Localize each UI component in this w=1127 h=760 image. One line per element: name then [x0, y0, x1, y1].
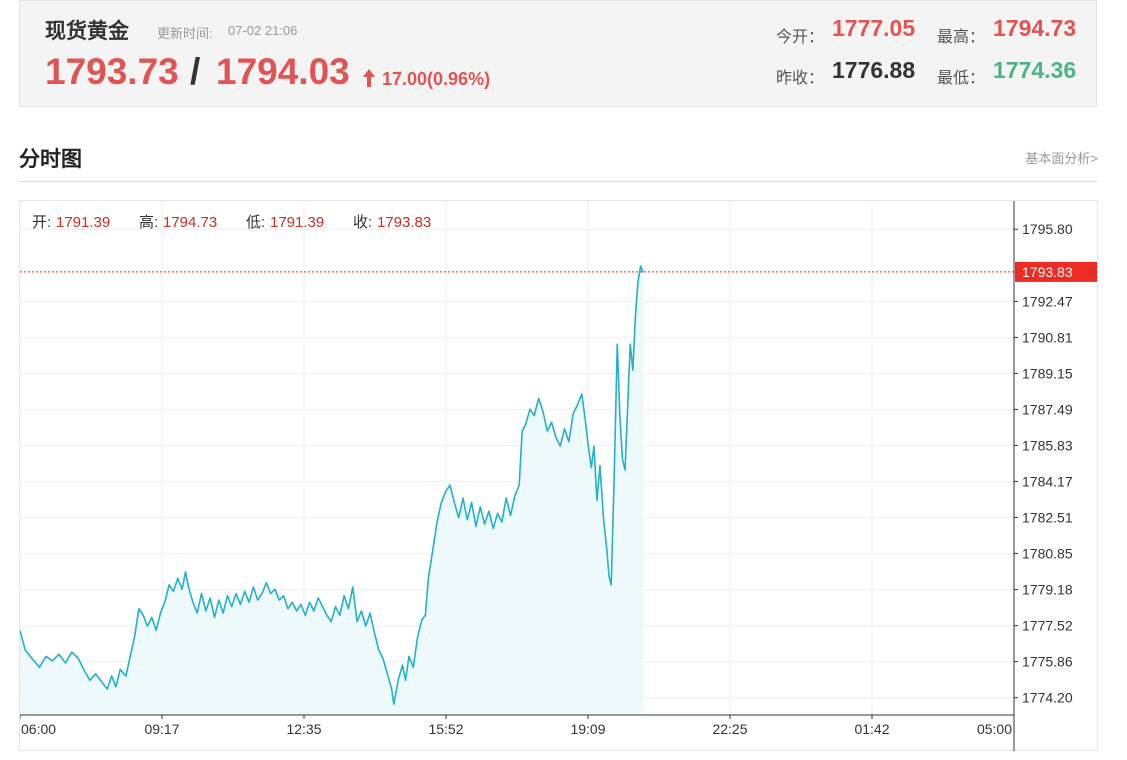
x-tick-label: 12:35 — [286, 721, 321, 737]
ohlc-value: 1791.39 — [56, 214, 110, 231]
y-tick-label: 1787.49 — [1022, 401, 1073, 417]
instrument-name: 现货黄金 — [45, 20, 129, 43]
chart-svg: 1795.80 1792.47 1790.81 1789.15 1787.49 1785.… — [20, 201, 1097, 751]
update-time: 07-02 21:06 — [228, 23, 298, 38]
section-title: 分时图 — [19, 148, 82, 171]
y-tick-label: 1795.80 — [1022, 221, 1073, 237]
y-tick-label: 1774.20 — [1022, 690, 1073, 706]
current-price-badge — [1015, 261, 1097, 282]
x-tick-label: 19:09 — [570, 721, 605, 737]
section-divider — [19, 181, 1097, 182]
bid-price: 1793.73 — [45, 51, 179, 92]
current-price-label: 1793.83 — [1022, 264, 1073, 280]
price-line — [20, 265, 644, 705]
x-tick-label: 06:00 — [21, 721, 56, 737]
y-tick-label: 1785.83 — [1022, 437, 1073, 453]
ohlc-value: 1791.39 — [270, 214, 324, 231]
x-tick-label: 22:25 — [712, 721, 747, 737]
ohlc-value: 1793.83 — [377, 214, 431, 231]
open-value: 1777.05 — [832, 15, 916, 41]
prev-close-value: 1776.88 — [832, 57, 916, 83]
x-tick-label: 05:00 — [977, 721, 1012, 737]
x-tick-label: 09:17 — [144, 721, 179, 737]
low-label: 最低： — [937, 70, 986, 87]
ohlc-label: 开: — [32, 214, 51, 231]
ohlc-label: 低: — [246, 214, 265, 231]
update-time-label: 更新时间: — [157, 26, 213, 41]
x-tick-label: 01:42 — [854, 721, 889, 737]
y-tick-label: 1777.52 — [1022, 618, 1073, 634]
price-separator: / — [190, 51, 201, 92]
high-value: 1794.73 — [993, 15, 1077, 41]
ohlc-label: 高: — [139, 214, 158, 231]
y-tick-label: 1790.81 — [1022, 329, 1073, 345]
quote-panel: 现货黄金 更新时间: 07-02 21:06 1793.73 / 1794.03… — [19, 0, 1097, 107]
y-tick-label: 1784.17 — [1022, 473, 1073, 489]
y-tick-label: 1789.15 — [1022, 365, 1073, 381]
fundamental-analysis-link[interactable]: 基本面分析> — [1025, 151, 1098, 166]
ask-price: 1794.03 — [216, 51, 350, 92]
ohlc-value: 1794.73 — [163, 214, 217, 231]
y-tick-label: 1779.18 — [1022, 582, 1073, 598]
y-tick-label: 1780.85 — [1022, 545, 1073, 561]
ohlc-label: 收: — [353, 214, 372, 231]
y-tick-label: 1792.47 — [1022, 293, 1073, 309]
price-change: 17.00(0.96%) — [382, 69, 491, 89]
up-arrow-icon — [363, 69, 375, 87]
y-tick-label: 1775.86 — [1022, 654, 1073, 670]
open-label: 今开： — [776, 29, 825, 46]
high-label: 最高： — [937, 29, 986, 46]
low-value: 1774.36 — [993, 57, 1077, 83]
price-area — [20, 266, 644, 715]
x-tick-label: 15:52 — [428, 721, 463, 737]
intraday-chart: 1795.80 1792.47 1790.81 1789.15 1787.49 1785.… — [19, 200, 1098, 751]
prev-close-label: 昨收： — [776, 70, 825, 87]
y-tick-label: 1782.51 — [1022, 509, 1073, 525]
